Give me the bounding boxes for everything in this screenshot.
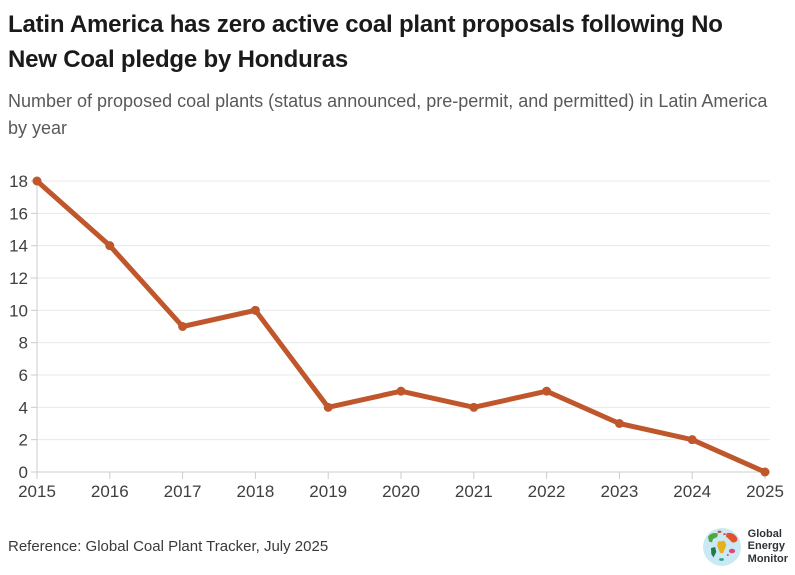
x-tick-label: 2016: [91, 482, 129, 501]
data-point: [250, 305, 260, 315]
y-tick-label: 12: [9, 269, 28, 288]
data-point: [396, 386, 406, 396]
reference-text: Reference: Global Coal Plant Tracker, Ju…: [8, 538, 329, 555]
x-tick-label: 2015: [18, 482, 56, 501]
y-tick-label: 16: [9, 204, 28, 223]
x-tick-label: 2023: [600, 482, 638, 501]
y-tick-label: 6: [19, 366, 28, 385]
x-tick-label: 2020: [382, 482, 420, 501]
chart-subtitle: Number of proposed coal plants (status a…: [8, 91, 768, 138]
logo-text-line: Monitor: [747, 552, 788, 565]
data-line: [34, 178, 768, 475]
y-tick-label: 0: [19, 463, 28, 482]
y-tick-label: 2: [19, 431, 28, 450]
logo-text-line: Energy: [747, 540, 785, 553]
gem-logo: Global Energy Monitor: [702, 527, 788, 567]
y-tick-label: 8: [19, 334, 28, 353]
x-tick-label: 2025: [746, 482, 784, 501]
line-chart-svg: 0 2 4 6 8 10 12 14 16 18 2015 2016 2017 2018 2019 2020 2…: [9, 172, 784, 501]
y-tick-label: 4: [19, 398, 28, 417]
x-tick-label: 2022: [528, 482, 566, 501]
y-tick-label: 10: [9, 301, 28, 320]
x-tick-label: 2017: [164, 482, 202, 501]
logo-text-line: Global: [747, 527, 782, 540]
gem-logo-text: Global Energy Monitor: [748, 528, 788, 566]
data-point: [178, 322, 188, 331]
x-tick-label: 2021: [455, 482, 493, 501]
footer: Reference: Global Coal Plant Tracker, Ju…: [0, 518, 795, 575]
data-point: [469, 402, 479, 412]
line-chart: 0 2 4 6 8 10 12 14 16 18 2015 2016 2017 2018 2019 2020 2…: [0, 160, 795, 510]
x-tick-label: 2024: [673, 482, 711, 501]
x-tick-label: 2018: [236, 482, 274, 501]
data-point: [687, 435, 697, 445]
x-tick-label: 2019: [309, 482, 347, 501]
data-point: [105, 241, 115, 251]
data-point: [614, 419, 624, 428]
data-point: [32, 176, 42, 186]
globe-icon: [702, 527, 741, 566]
data-point: [760, 467, 770, 477]
y-tick-label: 14: [9, 237, 28, 256]
chart-title: Latin America has zero active coal plant…: [8, 11, 723, 73]
data-point: [323, 402, 333, 412]
data-point: [542, 386, 552, 396]
y-tick-label: 18: [9, 172, 28, 191]
